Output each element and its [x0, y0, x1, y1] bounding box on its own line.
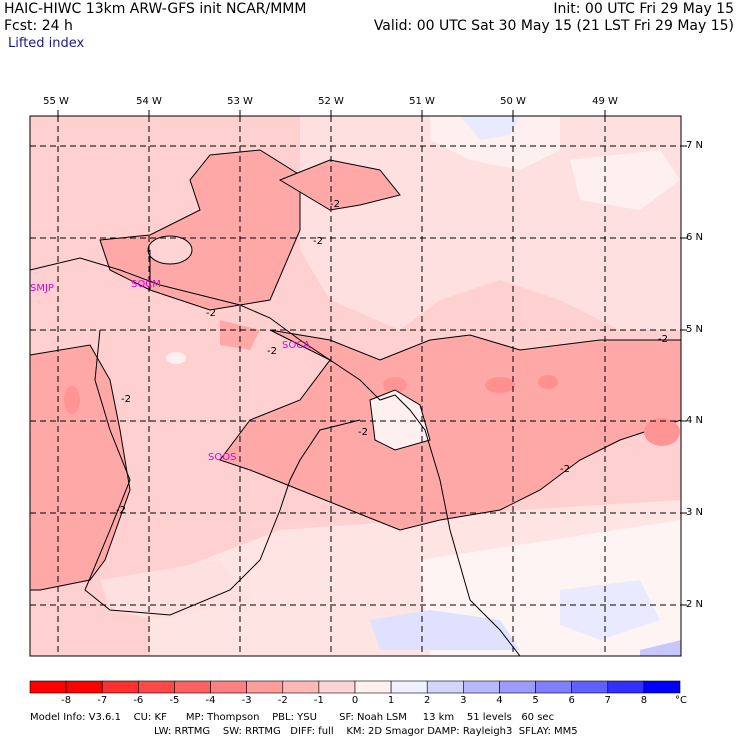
lon-label: 49 W	[592, 96, 618, 107]
colorbar-tick-label: -1	[313, 695, 324, 706]
lon-label: 50 W	[500, 96, 526, 107]
model-info-line2: LW: RRTMG SW: RRTMG DIFF: full KM: 2D Sm…	[154, 726, 578, 737]
lat-label: 2 N	[686, 599, 704, 610]
contour-label: -2	[206, 308, 216, 319]
border-west	[84, 329, 361, 616]
lon-label: 53 W	[227, 96, 253, 107]
init-time: Init: 00 UTC Fri 29 May 15	[553, 1, 734, 17]
colorbar-swatch	[426, 680, 464, 694]
colorbar-swatch	[390, 680, 428, 694]
colorbar-swatch	[499, 680, 536, 694]
colorbar-swatch	[318, 680, 356, 694]
colorbar-swatch	[571, 680, 609, 694]
colorbar-tick-label: 2	[424, 695, 431, 706]
colorbar-swatch	[643, 680, 681, 694]
lon-label: 54 W	[136, 96, 162, 107]
contour-region-central	[219, 329, 682, 531]
title-left: HAIC-HIWC 13km ARW-GFS init NCAR/MMM	[4, 1, 307, 17]
station-label: SOCA	[282, 340, 311, 351]
colorbar-tick-label: -8	[61, 695, 72, 706]
colorbar-tick-label: 4	[496, 695, 503, 706]
lon-label: 52 W	[318, 96, 344, 107]
colorbar-tick-label: -6	[133, 695, 144, 706]
model-info-line1: Model Info: V3.6.1 CU: KF MP: Thompson P…	[30, 712, 555, 723]
colorbar-tick-label: 3	[460, 695, 467, 706]
colorbar-tick-label: 8	[640, 695, 648, 706]
colorbar-tick-label: 6	[568, 695, 575, 706]
station-label: SOOS	[208, 452, 237, 463]
station-label: SOCM	[131, 279, 161, 290]
contour-label: -2	[658, 334, 668, 345]
lat-label: 4 N	[686, 415, 704, 426]
contour-label: -2	[560, 464, 570, 475]
field-name: Lifted index	[8, 36, 85, 51]
lon-label: 51 W	[409, 96, 435, 107]
colorbar-unit: °C	[675, 695, 687, 706]
colorbar-swatch	[101, 680, 139, 694]
colorbar-tick-label: -5	[169, 695, 180, 706]
contour-label: -2	[116, 505, 126, 516]
lon-label: 55 W	[43, 96, 69, 107]
lat-label: 3 N	[686, 507, 704, 518]
colorbar-swatch	[210, 680, 247, 694]
lat-label: 6 N	[686, 232, 704, 243]
colorbar-swatch	[354, 680, 392, 694]
contour-label: -2	[330, 199, 340, 210]
lat-label: 5 N	[686, 324, 704, 335]
contour-label: -2	[267, 346, 277, 357]
colorbar-swatch	[535, 680, 572, 694]
valid-time: Valid: 00 UTC Sat 30 May 15 (21 LST Fri …	[373, 18, 734, 34]
colorbar-tick-label: 0	[351, 695, 359, 706]
colorbar-tick-label: -4	[205, 695, 216, 706]
colorbar-swatch	[282, 680, 320, 694]
colorbar-swatch	[246, 680, 284, 694]
colorbar-swatch	[607, 680, 645, 694]
colorbar-swatch	[138, 680, 175, 694]
colorbar-tick-label: 1	[387, 695, 395, 706]
colorbar-swatch	[174, 680, 211, 694]
colorbar-tick-label: 7	[604, 695, 611, 706]
coastline	[29, 257, 521, 657]
lat-lon-grid	[30, 116, 681, 656]
map-panel	[29, 110, 687, 657]
station-label: SMJP	[30, 283, 54, 294]
colorbar-tick-label: -3	[241, 695, 252, 706]
colorbar-tick-label: -2	[277, 695, 288, 706]
contour-label: -2	[121, 394, 131, 405]
colorbar	[29, 680, 681, 694]
colorbar-swatch	[29, 680, 67, 694]
colorbar-swatch	[463, 680, 500, 694]
forecast-hour: Fcst: 24 h	[4, 18, 73, 34]
colorbar-swatch	[65, 680, 103, 694]
contour-label: -2	[313, 236, 323, 247]
lat-label: 7 N	[686, 140, 704, 151]
contour-label: -2	[358, 427, 368, 438]
colorbar-tick-label: -7	[97, 695, 108, 706]
colorbar-tick-label: 5	[532, 695, 539, 706]
